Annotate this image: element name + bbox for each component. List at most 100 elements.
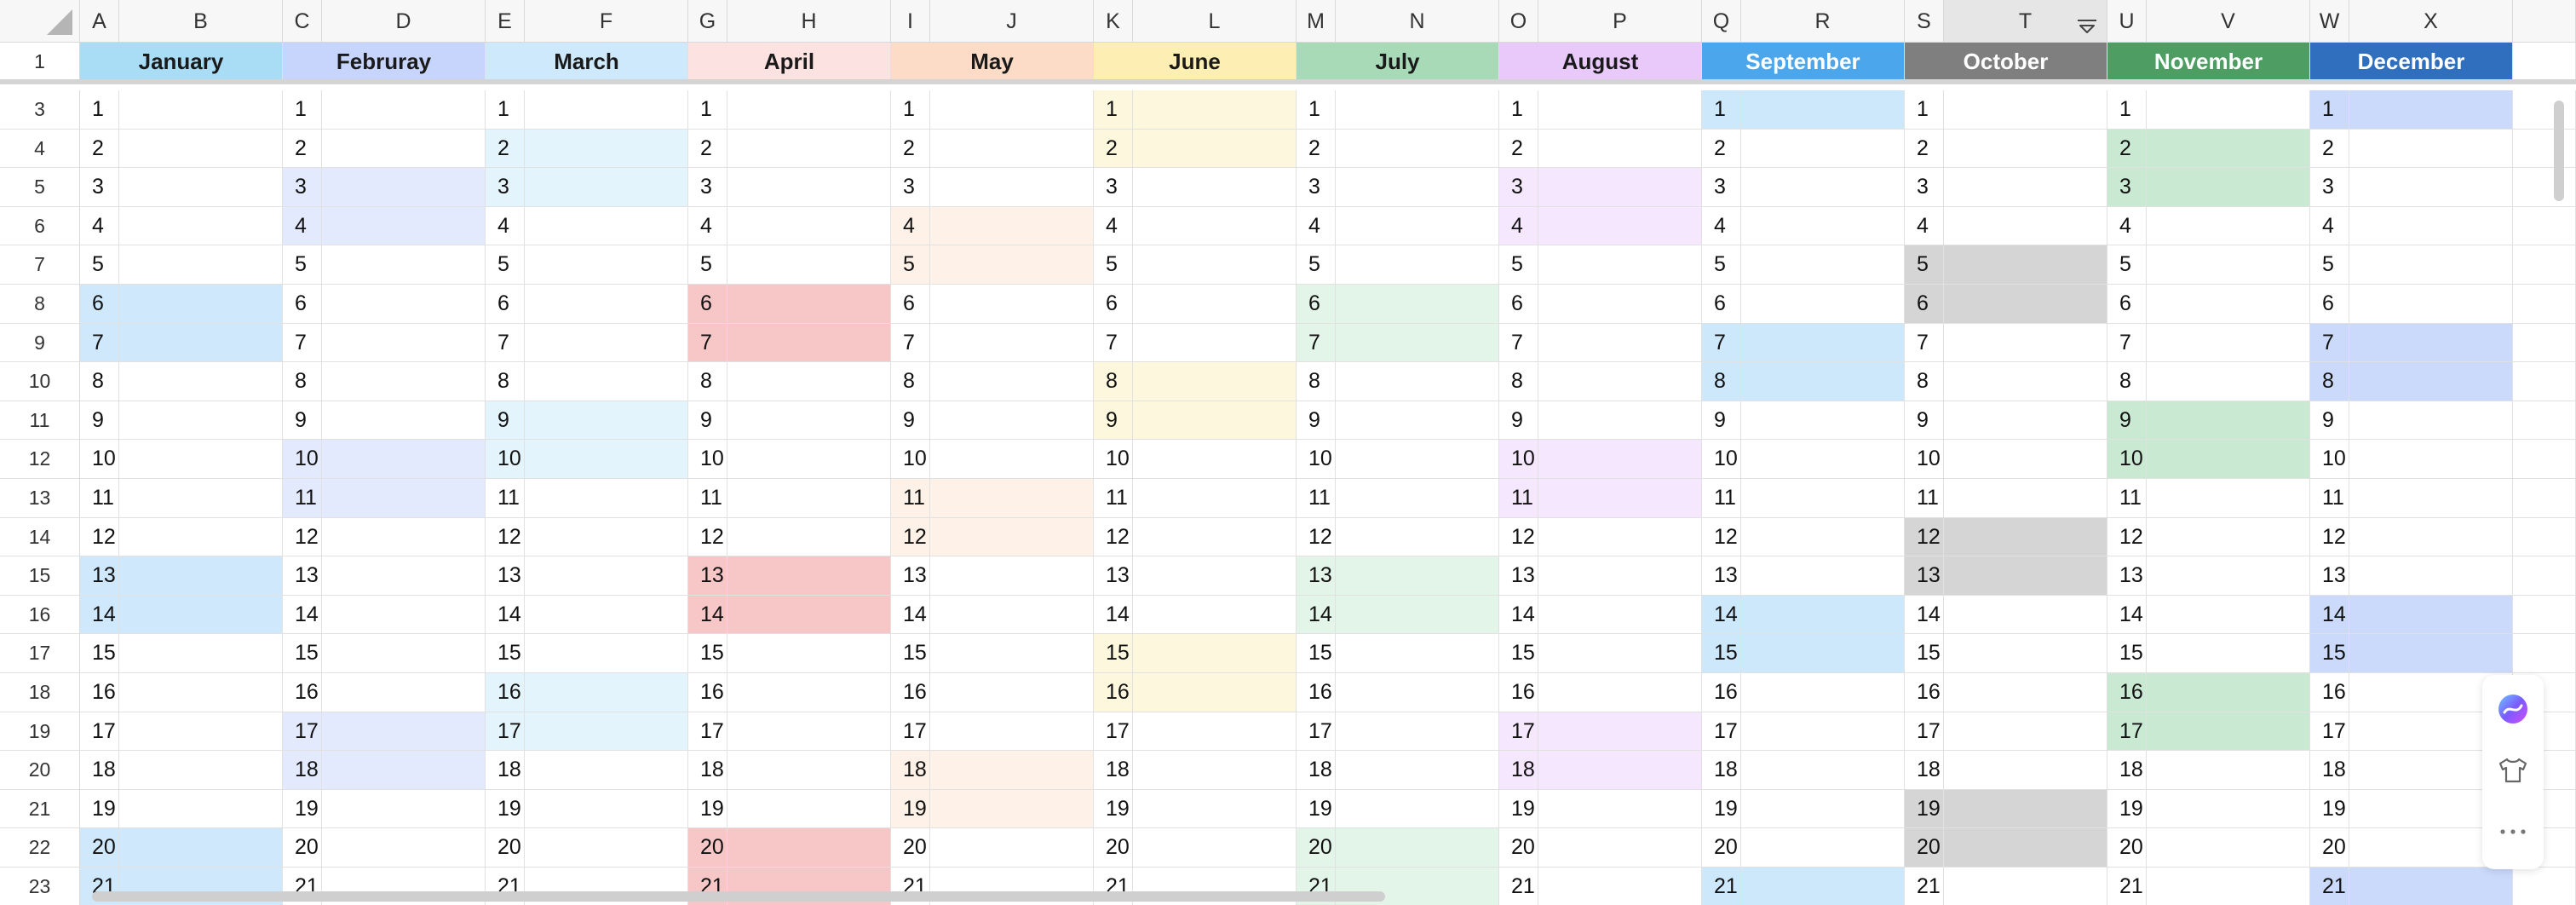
day-cell[interactable]: 21	[1905, 868, 1944, 905]
day-cell[interactable]: 19	[1702, 789, 1741, 829]
day-cell[interactable]: 18	[1702, 751, 1741, 790]
column-header-r[interactable]: R	[1741, 0, 1905, 43]
day-cell[interactable]: 15	[688, 634, 727, 673]
note-cell[interactable]	[930, 285, 1094, 324]
note-cell[interactable]	[1944, 673, 2107, 712]
note-cell[interactable]	[2147, 285, 2310, 324]
day-cell[interactable]: 17	[2310, 712, 2349, 752]
note-cell[interactable]	[322, 712, 486, 752]
column-header-i[interactable]: I	[891, 0, 930, 43]
note-cell[interactable]	[1538, 673, 1702, 712]
day-cell[interactable]: 5	[1094, 245, 1133, 285]
day-cell[interactable]: 5	[891, 245, 930, 285]
day-cell[interactable]: 5	[2310, 245, 2349, 285]
day-cell[interactable]: 9	[80, 401, 119, 441]
month-header-march[interactable]: March	[486, 43, 688, 80]
shirt-icon[interactable]	[2494, 752, 2532, 789]
note-cell[interactable]	[1538, 245, 1702, 285]
day-cell[interactable]: 3	[283, 168, 322, 207]
note-cell[interactable]	[2147, 751, 2310, 790]
empty-cell[interactable]	[2513, 245, 2576, 285]
day-cell[interactable]: 6	[486, 285, 525, 324]
day-cell[interactable]: 9	[1702, 401, 1741, 441]
note-cell[interactable]	[2147, 789, 2310, 829]
day-cell[interactable]: 6	[2107, 285, 2147, 324]
day-cell[interactable]: 2	[1094, 129, 1133, 169]
day-cell[interactable]: 20	[688, 828, 727, 868]
note-cell[interactable]	[930, 479, 1094, 518]
month-header-februray[interactable]: Februray	[283, 43, 486, 80]
day-cell[interactable]: 6	[1297, 285, 1336, 324]
note-cell[interactable]	[1741, 90, 1905, 130]
day-cell[interactable]: 15	[1094, 634, 1133, 673]
day-cell[interactable]: 7	[486, 323, 525, 363]
note-cell[interactable]	[1741, 712, 1905, 752]
day-cell[interactable]: 2	[2107, 129, 2147, 169]
note-cell[interactable]	[525, 206, 688, 246]
day-cell[interactable]: 14	[688, 595, 727, 635]
note-cell[interactable]	[1944, 712, 2107, 752]
note-cell[interactable]	[525, 828, 688, 868]
note-cell[interactable]	[1538, 479, 1702, 518]
day-cell[interactable]: 16	[1297, 673, 1336, 712]
day-cell[interactable]: 2	[1499, 129, 1538, 169]
day-cell[interactable]: 12	[1297, 517, 1336, 557]
day-cell[interactable]: 17	[2107, 712, 2147, 752]
note-cell[interactable]	[1944, 323, 2107, 363]
note-cell[interactable]	[1741, 828, 1905, 868]
note-cell[interactable]	[525, 129, 688, 169]
note-cell[interactable]	[1336, 595, 1499, 635]
note-cell[interactable]	[1133, 168, 1297, 207]
note-cell[interactable]	[1133, 206, 1297, 246]
note-cell[interactable]	[322, 90, 486, 130]
day-cell[interactable]: 20	[1702, 828, 1741, 868]
note-cell[interactable]	[119, 789, 283, 829]
note-cell[interactable]	[1741, 595, 1905, 635]
column-header-u[interactable]: U	[2107, 0, 2147, 43]
note-cell[interactable]	[1944, 362, 2107, 401]
note-cell[interactable]	[1538, 90, 1702, 130]
note-cell[interactable]	[1944, 789, 2107, 829]
day-cell[interactable]: 17	[283, 712, 322, 752]
day-cell[interactable]: 14	[80, 595, 119, 635]
note-cell[interactable]	[119, 556, 283, 596]
column-header-a[interactable]: A	[80, 0, 119, 43]
day-cell[interactable]: 4	[1905, 206, 1944, 246]
note-cell[interactable]	[119, 401, 283, 441]
day-cell[interactable]: 19	[2107, 789, 2147, 829]
day-cell[interactable]: 2	[80, 129, 119, 169]
day-cell[interactable]: 10	[2310, 440, 2349, 479]
note-cell[interactable]	[930, 673, 1094, 712]
empty-cell[interactable]	[2513, 362, 2576, 401]
column-header-p[interactable]: P	[1538, 0, 1702, 43]
day-cell[interactable]: 2	[486, 129, 525, 169]
ai-assistant-icon[interactable]	[2494, 690, 2532, 728]
empty-cell[interactable]	[2513, 168, 2576, 207]
day-cell[interactable]: 10	[283, 440, 322, 479]
note-cell[interactable]	[1538, 362, 1702, 401]
note-cell[interactable]	[1741, 517, 1905, 557]
note-cell[interactable]	[525, 479, 688, 518]
note-cell[interactable]	[1741, 751, 1905, 790]
note-cell[interactable]	[1538, 517, 1702, 557]
day-cell[interactable]: 11	[283, 479, 322, 518]
day-cell[interactable]: 4	[1702, 206, 1741, 246]
note-cell[interactable]	[1133, 751, 1297, 790]
day-cell[interactable]: 13	[1702, 556, 1741, 596]
note-cell[interactable]	[1741, 285, 1905, 324]
day-cell[interactable]: 1	[1702, 90, 1741, 130]
row-header[interactable]: 15	[0, 556, 80, 596]
day-cell[interactable]: 19	[1094, 789, 1133, 829]
note-cell[interactable]	[1133, 595, 1297, 635]
note-cell[interactable]	[1336, 517, 1499, 557]
day-cell[interactable]: 14	[1499, 595, 1538, 635]
day-cell[interactable]: 17	[1297, 712, 1336, 752]
note-cell[interactable]	[727, 245, 891, 285]
day-cell[interactable]: 17	[1094, 712, 1133, 752]
note-cell[interactable]	[2349, 90, 2513, 130]
note-cell[interactable]	[525, 789, 688, 829]
note-cell[interactable]	[525, 595, 688, 635]
note-cell[interactable]	[1336, 440, 1499, 479]
note-cell[interactable]	[1336, 323, 1499, 363]
